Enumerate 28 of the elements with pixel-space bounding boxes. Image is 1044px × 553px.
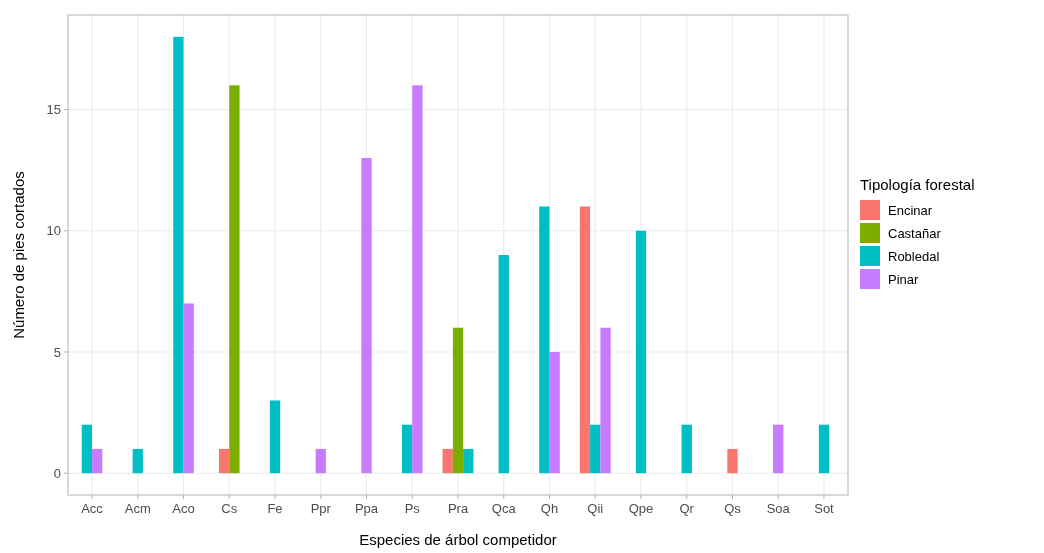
x-tick-label: Soa — [766, 501, 791, 516]
x-tick-label: Aco — [172, 501, 195, 516]
x-tick-label: Ppa — [354, 501, 379, 516]
y-axis-title: Número de pies cortados — [10, 171, 27, 339]
x-tick-label: Qii — [587, 501, 604, 516]
x-tick-label: Pra — [447, 501, 469, 516]
legend-label: Robledal — [888, 248, 940, 264]
legend-title: Tipología forestal — [860, 176, 975, 193]
x-axis-title: Especies de árbol competidor — [359, 531, 557, 548]
x-tick-label: Qh — [540, 501, 559, 516]
legend-label: Castañar — [888, 225, 942, 241]
x-tick-label: Acm — [124, 501, 151, 516]
x-tick-label: Fe — [267, 501, 283, 516]
x-tick-label: Ppr — [310, 501, 332, 516]
y-tick-label: 0 — [53, 465, 61, 481]
legend-label: Encinar — [888, 202, 933, 218]
x-tick-label: Qca — [491, 501, 517, 516]
legend-label: Pinar — [888, 271, 920, 287]
y-tick-label: 10 — [46, 223, 61, 239]
x-tick-label: Qs — [724, 501, 742, 516]
y-tick-label: 15 — [46, 102, 61, 118]
x-tick-label: Qr — [679, 501, 695, 516]
y-tick-label: 5 — [53, 344, 61, 360]
x-tick-label: Acc — [81, 501, 104, 516]
x-tick-label: Qpe — [628, 501, 654, 516]
x-tick-label: Ps — [404, 501, 421, 516]
x-tick-label: Sot — [814, 501, 835, 516]
x-tick-label: Cs — [221, 501, 238, 516]
